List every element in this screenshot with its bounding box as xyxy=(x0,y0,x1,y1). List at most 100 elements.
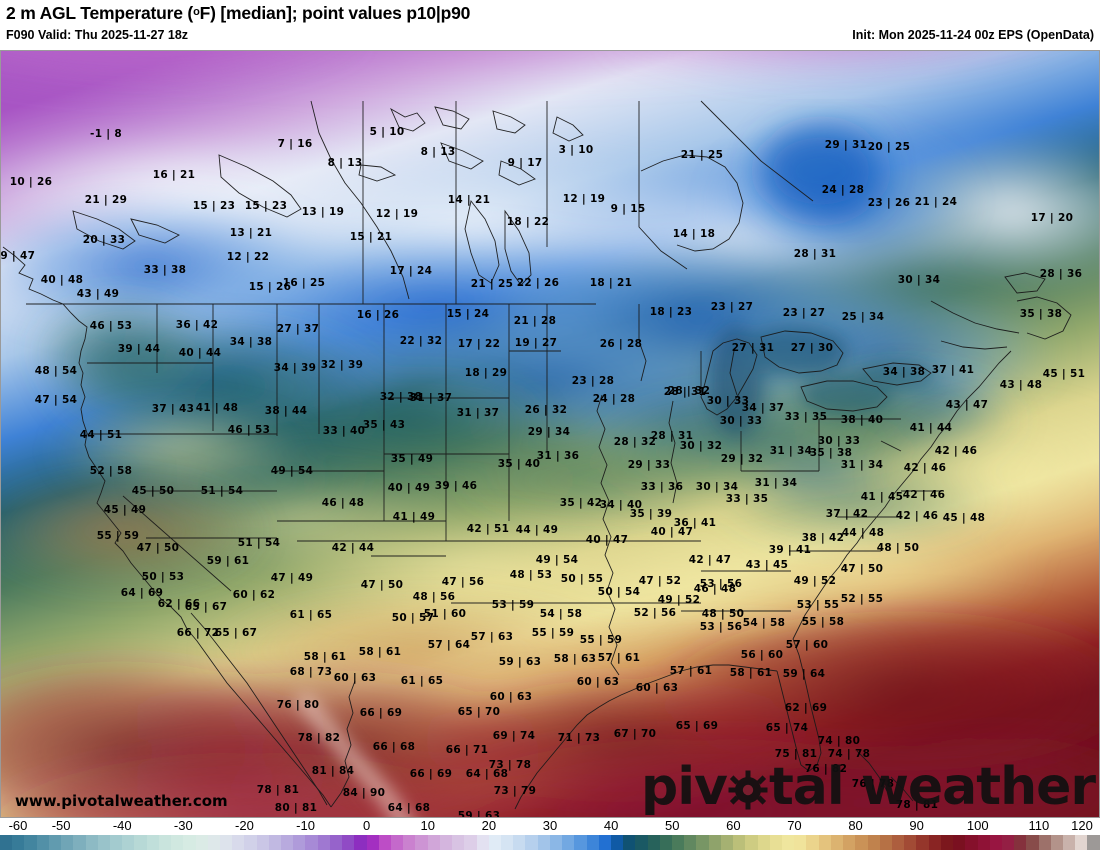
point-value-label: 40 | 47 xyxy=(650,525,694,538)
point-value-label: 30 | 32 xyxy=(679,439,723,452)
point-value-label: 24 | 28 xyxy=(592,392,636,405)
point-value-label: 15 | 24 xyxy=(446,307,490,320)
colorbar-gradient xyxy=(0,835,1100,850)
point-value-label: 35 | 38 xyxy=(1019,307,1063,320)
point-value-label: 37 | 43 xyxy=(151,402,195,415)
colorbar-tick: 100 xyxy=(966,818,989,833)
colorbar-segment xyxy=(342,835,355,850)
point-value-label: 17 | 22 xyxy=(457,337,501,350)
colorbar-segment xyxy=(0,835,13,850)
colorbar-tick: 10 xyxy=(420,818,435,833)
point-value-label: 42 | 46 xyxy=(902,488,946,501)
point-value-label: 37 | 42 xyxy=(825,507,869,520)
point-value-label: 35 | 38 xyxy=(809,446,853,459)
point-value-label: 39 | 46 xyxy=(434,479,478,492)
colorbar-segment xyxy=(916,835,929,850)
point-value-label: 30 | 34 xyxy=(695,480,739,493)
colorbar-segment xyxy=(122,835,135,850)
point-value-label: 38 | 42 xyxy=(801,531,845,544)
point-value-label: 61 | 65 xyxy=(289,608,333,621)
point-value-label: 36 | 42 xyxy=(175,318,219,331)
point-value-label: 9 | 17 xyxy=(507,156,543,169)
point-value-label: 49 | 54 xyxy=(270,464,314,477)
point-value-label: 42 | 44 xyxy=(331,541,375,554)
point-value-label: 41 | 44 xyxy=(909,421,953,434)
point-value-label: 45 | 51 xyxy=(1042,367,1086,380)
colorbar-segment xyxy=(928,835,941,850)
colorbar-segment xyxy=(647,835,660,850)
colorbar-segment xyxy=(232,835,245,850)
point-value-label: 81 | 84 xyxy=(311,764,355,777)
colorbar-segment xyxy=(855,835,868,850)
point-value-label: 52 | 56 xyxy=(633,606,677,619)
colorbar-segment xyxy=(684,835,697,850)
point-value-label: 58 | 61 xyxy=(729,666,773,679)
point-value-label: 40 | 48 xyxy=(40,273,84,286)
point-value-label: 22 | 32 xyxy=(399,334,443,347)
point-value-label: 60 | 63 xyxy=(576,675,620,688)
point-value-label: 28 | 32 xyxy=(667,384,711,397)
colorbar-tick: 0 xyxy=(363,818,371,833)
point-value-label: 27 | 31 xyxy=(731,341,775,354)
point-value-label: 29 | 34 xyxy=(527,425,571,438)
point-value-label: 74 | 78 xyxy=(827,747,871,760)
point-value-label: 23 | 26 xyxy=(867,196,911,209)
point-value-label: 60 | 62 xyxy=(232,588,276,601)
colorbar-segment xyxy=(36,835,49,850)
point-value-label: 50 | 54 xyxy=(597,585,641,598)
colorbar-segment xyxy=(720,835,734,850)
point-value-label: 43 | 48 xyxy=(999,378,1043,391)
point-value-label: 64 | 68 xyxy=(465,767,509,780)
point-value-label: 65 | 67 xyxy=(214,626,258,639)
colorbar-segment xyxy=(415,835,428,850)
point-value-label: 59 | 61 xyxy=(206,554,250,567)
point-value-label: 30 | 33 xyxy=(719,414,763,427)
colorbar-segment xyxy=(85,835,98,850)
point-value-label: 12 | 19 xyxy=(562,192,606,205)
point-value-label: 20 | 33 xyxy=(82,233,126,246)
point-value-label: 46 | 53 xyxy=(227,423,271,436)
colorbar[interactable]: -60 -50 -40 -30 -20 -10 0 10 20 30 40 50 60 70 80 90 100… xyxy=(0,818,1100,850)
point-value-label: 26 | 28 xyxy=(599,337,643,350)
point-value-label: 42 | 46 xyxy=(934,444,978,457)
point-value-label: 54 | 58 xyxy=(742,616,786,629)
point-value-label: 46 | 48 xyxy=(693,582,737,595)
point-value-label: 41 | 49 xyxy=(392,510,436,523)
colorbar-segment xyxy=(708,835,721,850)
colorbar-tick: 90 xyxy=(909,818,924,833)
point-value-label: 17 | 20 xyxy=(1030,211,1074,224)
point-value-label: 56 | 60 xyxy=(740,648,784,661)
point-value-label: 58 | 61 xyxy=(358,645,402,658)
colorbar-segment xyxy=(317,835,330,850)
map-viewport[interactable]: -1 | 8 7 | 16 5 | 10 8 | 13 3 | 10 9 | 17 21 |… xyxy=(0,50,1100,818)
point-value-label: 35 | 49 xyxy=(390,452,434,465)
point-value-label: 49 | 52 xyxy=(657,593,701,606)
colorbar-segment xyxy=(195,835,208,850)
point-value-label: 66 | 72 xyxy=(176,626,220,639)
point-value-label: 43 | 49 xyxy=(76,287,120,300)
point-value-label: 39 | 41 xyxy=(768,543,812,556)
point-value-label: 64 | 69 xyxy=(120,586,164,599)
colorbar-segment xyxy=(329,835,343,850)
point-value-label: 62 | 69 xyxy=(784,701,828,714)
point-value-label: 57 | 61 xyxy=(597,651,641,664)
point-value-label: 80 | 81 xyxy=(274,801,318,814)
point-value-label: 16 | 21 xyxy=(152,168,196,181)
point-value-label: 15 | 23 xyxy=(244,199,288,212)
colorbar-segment xyxy=(109,835,123,850)
colorbar-segment xyxy=(1050,835,1064,850)
point-value-label: 27 | 30 xyxy=(790,341,834,354)
point-value-label: 55 | 59 xyxy=(531,626,575,639)
point-value-label: 60 | 63 xyxy=(333,671,377,684)
point-value-label: 57 | 61 xyxy=(669,664,713,677)
point-value-label: 33 | 40 xyxy=(322,424,366,437)
point-value-label: 31 | 34 xyxy=(769,444,813,457)
point-value-label: 42 | 46 xyxy=(895,509,939,522)
point-value-label: 23 | 27 xyxy=(782,306,826,319)
point-value-label: 71 | 73 xyxy=(557,731,601,744)
colorbar-segment xyxy=(586,835,599,850)
colorbar-tick: -40 xyxy=(112,818,132,833)
point-value-label: 59 | 63 xyxy=(457,809,501,818)
point-value-label: 25 | 34 xyxy=(841,310,885,323)
colorbar-segment xyxy=(171,835,184,850)
